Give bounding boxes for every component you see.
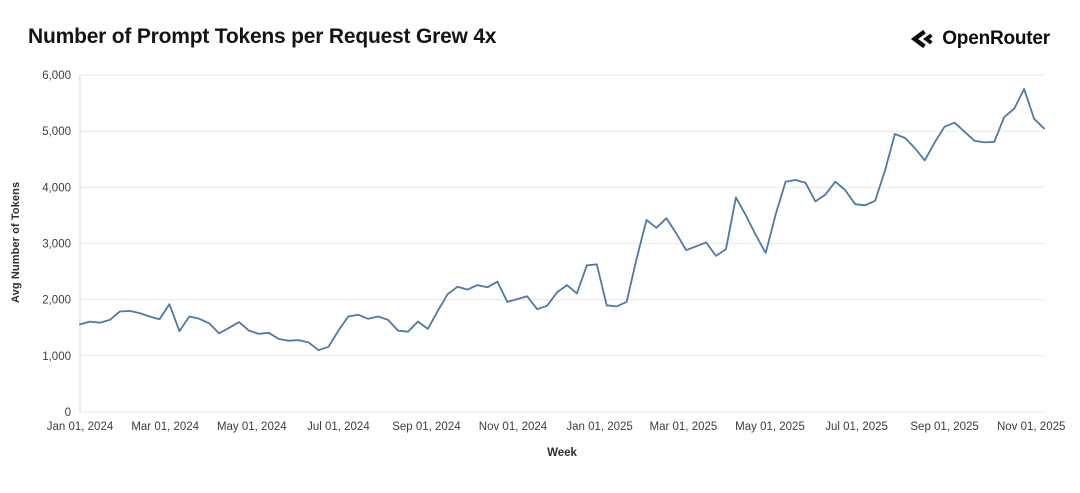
line-chart: 0 1,000 2,000 3,000 4,000 5,000 6,000 Jan 01, 2… bbox=[42, 70, 1065, 433]
y-tick-label: 4,000 bbox=[42, 182, 71, 194]
x-tick-label: Mar 01, 2024 bbox=[131, 421, 199, 433]
x-tick-label: Jul 01, 2025 bbox=[825, 421, 888, 433]
x-axis-label: Week bbox=[547, 447, 577, 459]
openrouter-logo-icon bbox=[908, 26, 934, 52]
chart-area: Avg Number of Tokens 0 1,000 2,000 3,000 4,0… bbox=[0, 52, 1080, 459]
y-tick-label: 6,000 bbox=[42, 70, 71, 82]
chart-header: Number of Prompt Tokens per Request Grew… bbox=[0, 0, 1080, 52]
data-line bbox=[79, 88, 1045, 352]
chart-title: Number of Prompt Tokens per Request Grew… bbox=[28, 25, 497, 48]
x-tick-label: May 01, 2024 bbox=[217, 421, 287, 433]
y-tick-label: 0 bbox=[65, 407, 71, 419]
x-tick-label: Jul 01, 2024 bbox=[307, 421, 370, 433]
brand-name: OpenRouter bbox=[942, 28, 1050, 49]
y-tick-label: 1,000 bbox=[42, 351, 71, 363]
x-tick-label: May 01, 2025 bbox=[735, 421, 805, 433]
x-tick-label: Sep 01, 2024 bbox=[392, 421, 461, 433]
x-tick-label: Jan 01, 2024 bbox=[47, 421, 114, 433]
x-tick-label: Mar 01, 2025 bbox=[650, 421, 718, 433]
x-tick-label: Nov 01, 2025 bbox=[997, 421, 1065, 433]
x-tick-label: Sep 01, 2025 bbox=[910, 421, 978, 433]
openrouter-brand: OpenRouter bbox=[908, 26, 1052, 52]
y-tick-label: 3,000 bbox=[42, 239, 71, 251]
x-tick-label: Jan 01, 2025 bbox=[566, 421, 633, 433]
x-tick-label: Nov 01, 2024 bbox=[479, 421, 548, 433]
y-tick-label: 5,000 bbox=[42, 126, 71, 138]
y-tick-label: 2,000 bbox=[42, 295, 71, 307]
